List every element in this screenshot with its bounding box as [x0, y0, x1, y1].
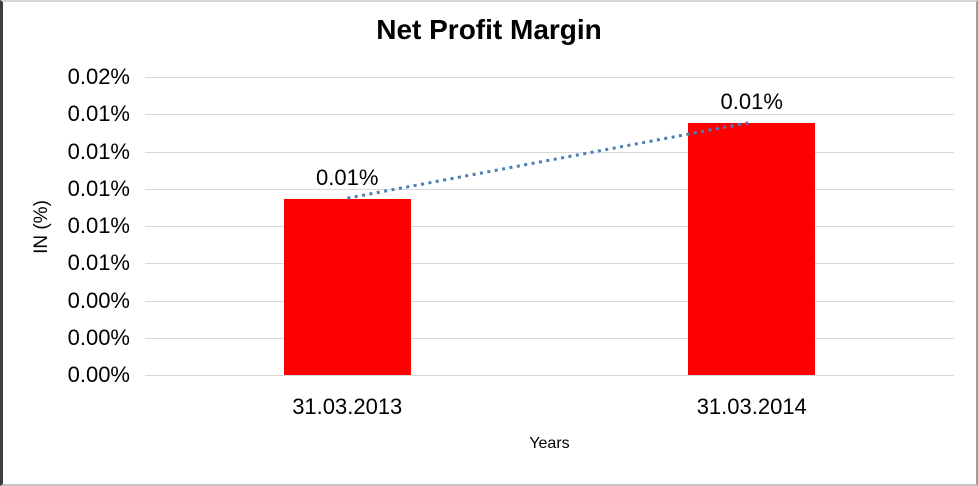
chart-title: Net Profit Margin [376, 14, 602, 45]
y-tick-label: 0.01% [67, 101, 130, 127]
gridline [145, 226, 954, 227]
gridline [145, 337, 954, 339]
x-category-label: 31.03.2014 [696, 394, 807, 419]
gridline [145, 188, 954, 190]
x-category-label: 31.03.2013 [292, 394, 403, 419]
bar [283, 199, 411, 375]
y-tick-label: 0.01% [67, 250, 130, 276]
y-tick-label: 0.02% [67, 64, 130, 89]
y-tick-label: 0.01% [67, 175, 130, 201]
gridline [145, 114, 954, 116]
bar-data-label: 0.01% [316, 165, 379, 191]
gridline [145, 375, 954, 376]
x-axis-title: Years [529, 435, 570, 452]
y-tick-label: 0.01% [67, 138, 130, 164]
plot-area [145, 77, 954, 376]
gridline [145, 300, 954, 302]
y-tick-label: 0.01% [67, 213, 130, 238]
y-tick-label: 0.00% [67, 362, 130, 387]
gridline [145, 263, 954, 265]
gridline [145, 151, 954, 153]
gridline [145, 77, 954, 78]
bar [688, 123, 816, 375]
y-tick-label: 0.00% [67, 324, 130, 350]
y-tick-label: 0.00% [67, 287, 130, 313]
bar-data-label: 0.01% [720, 89, 783, 115]
